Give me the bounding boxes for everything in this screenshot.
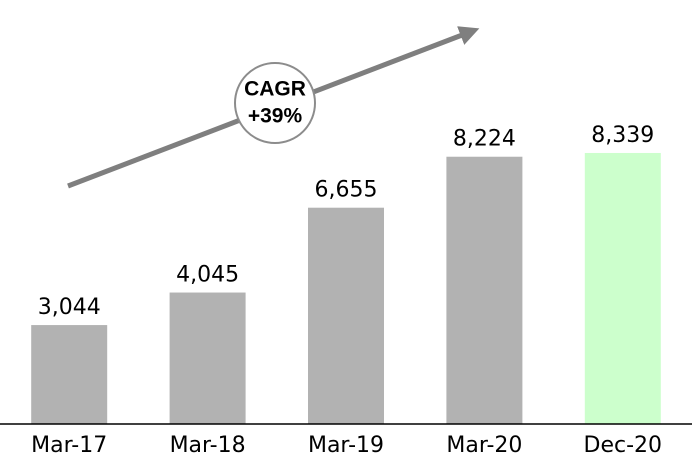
x-tick-label: Mar-17: [31, 433, 107, 458]
bar: [584, 152, 661, 425]
cagr-circle: [234, 62, 316, 144]
x-tick-label: Mar-20: [446, 433, 522, 458]
value-label: 3,044: [38, 295, 101, 320]
value-label: 4,045: [176, 263, 239, 288]
value-label: 8,224: [453, 127, 516, 152]
value-label: 6,655: [315, 178, 378, 203]
value-label: 8,339: [591, 123, 654, 148]
bar: [169, 292, 246, 424]
bar: [31, 325, 108, 424]
x-tick-label: Mar-19: [308, 433, 384, 458]
bar: [446, 156, 523, 424]
x-tick-label: Dec-20: [584, 433, 663, 458]
annotation: +39%: [248, 105, 303, 128]
annotation: CAGR: [244, 78, 306, 101]
x-tick-label: Mar-18: [170, 433, 246, 458]
bar: [308, 207, 384, 424]
